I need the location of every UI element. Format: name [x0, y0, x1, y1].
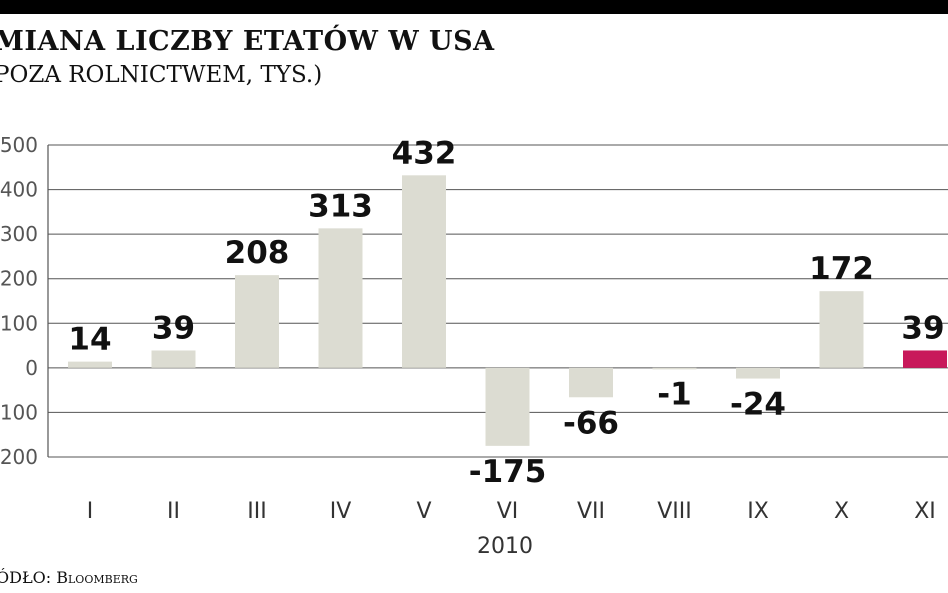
x-tick-label: II: [167, 499, 180, 524]
y-tick-label: 500: [0, 133, 38, 157]
x-tick-label: I: [87, 499, 94, 524]
y-tick-label: -200: [0, 445, 38, 469]
bar: [68, 361, 112, 368]
data-label: -66: [563, 405, 619, 441]
data-label: -1: [657, 376, 691, 412]
data-label: 39: [901, 310, 944, 346]
bar: [652, 367, 697, 370]
data-label: -175: [469, 454, 547, 490]
data-label: 208: [225, 235, 290, 271]
y-tick-label: 0: [25, 356, 38, 380]
source-note: ÓDŁO: Bloomberg: [0, 568, 138, 587]
data-label: 39: [152, 310, 195, 346]
y-tick-label: 200: [0, 267, 38, 291]
x-tick-label: VIII: [657, 499, 692, 524]
y-tick-label: 100: [0, 311, 38, 335]
x-axis-label: 2010: [477, 534, 533, 559]
data-label: -24: [730, 387, 786, 423]
bar: [318, 228, 363, 368]
data-label: 14: [68, 322, 111, 358]
x-tick-label: X: [834, 499, 849, 524]
chart-subtitle: POZA ROLNICTWEM, TYS.): [0, 62, 323, 88]
data-label: 172: [809, 251, 874, 287]
bar: [485, 367, 530, 446]
x-tick-label: III: [247, 499, 266, 524]
bar: [569, 367, 613, 398]
y-tick-label: 300: [0, 222, 38, 246]
bar: [402, 175, 446, 368]
y-tick-label: -100: [0, 400, 38, 424]
bar: [819, 291, 864, 368]
x-tick-label: VI: [497, 499, 519, 524]
x-tick-label: IX: [747, 499, 769, 524]
bar: [151, 350, 196, 368]
data-label: 432: [392, 135, 457, 171]
top-bar: [0, 0, 948, 14]
y-tick-label: 400: [0, 178, 38, 202]
chart-title: MIANA LICZBY ETATÓW W USA: [0, 26, 495, 57]
x-tick-label: IV: [330, 499, 352, 524]
bar: [235, 275, 279, 368]
x-tick-label: V: [416, 499, 431, 524]
data-label: 313: [308, 188, 373, 224]
bar: [736, 367, 780, 379]
x-tick-label: VII: [577, 499, 605, 524]
x-tick-label: XI: [914, 499, 936, 524]
bar: [903, 350, 947, 368]
